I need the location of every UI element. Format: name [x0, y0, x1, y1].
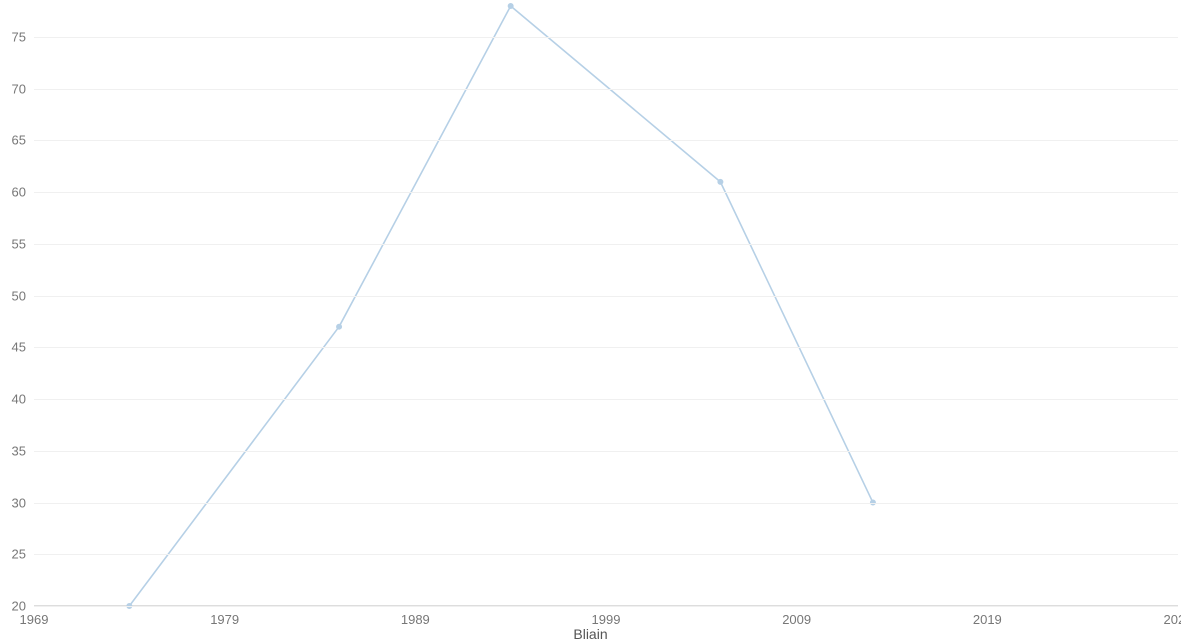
grid-line — [34, 192, 1178, 193]
y-tick-label: 60 — [12, 185, 34, 200]
x-tick-label: 1979 — [210, 606, 239, 627]
x-tick-label: 1989 — [401, 606, 430, 627]
y-tick-label: 40 — [12, 392, 34, 407]
data-point — [718, 179, 723, 184]
x-tick-label: 2029 — [1164, 606, 1181, 627]
data-point — [337, 324, 342, 329]
series-line — [129, 6, 873, 606]
line-series — [34, 6, 1178, 606]
x-tick-label: 2019 — [973, 606, 1002, 627]
y-tick-label: 65 — [12, 133, 34, 148]
grid-line — [34, 554, 1178, 555]
grid-line — [34, 399, 1178, 400]
y-tick-label: 30 — [12, 495, 34, 510]
plot-area: 2025303540455055606570751969197919891999… — [34, 6, 1178, 606]
grid-line — [34, 347, 1178, 348]
y-tick-label: 50 — [12, 288, 34, 303]
y-tick-label: 75 — [12, 30, 34, 45]
y-tick-label: 55 — [12, 236, 34, 251]
x-tick-label: 1969 — [20, 606, 49, 627]
x-tick-label: 2009 — [782, 606, 811, 627]
grid-line — [34, 451, 1178, 452]
y-tick-label: 35 — [12, 443, 34, 458]
data-point — [508, 4, 513, 9]
y-tick-label: 25 — [12, 547, 34, 562]
grid-line — [34, 503, 1178, 504]
grid-line — [34, 89, 1178, 90]
x-tick-label: 1999 — [592, 606, 621, 627]
grid-line — [34, 244, 1178, 245]
line-chart: 2025303540455055606570751969197919891999… — [0, 0, 1181, 644]
grid-line — [34, 37, 1178, 38]
y-tick-label: 45 — [12, 340, 34, 355]
grid-line — [34, 296, 1178, 297]
x-axis-title: Bliain — [573, 626, 607, 642]
grid-line — [34, 140, 1178, 141]
y-tick-label: 70 — [12, 81, 34, 96]
